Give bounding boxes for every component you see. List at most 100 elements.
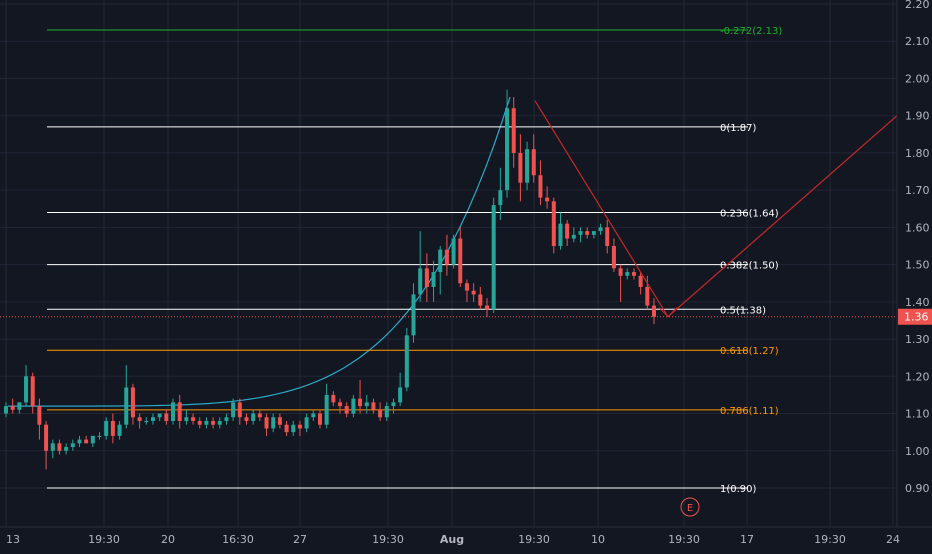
candle-body	[297, 424, 302, 429]
candle-body	[391, 402, 396, 407]
time-tick-label: 24	[886, 533, 900, 546]
candle-body	[424, 268, 429, 287]
candle-body	[291, 424, 296, 433]
fib-level-label: 0.236(1.64)	[720, 208, 779, 219]
time-tick-label: 27	[293, 533, 307, 546]
marker-layer[interactable]: E	[680, 497, 700, 517]
candle-body	[358, 398, 363, 407]
candle-body	[97, 435, 102, 437]
candle-body	[491, 205, 496, 310]
time-axis[interactable]: 13 19:30 20 16:30 27 19:30 Aug 19:30 10 19:30 17 19…	[6, 533, 900, 546]
candle-body	[251, 413, 256, 421]
time-tick-label: 10	[591, 533, 605, 546]
time-tick-label: 13	[6, 533, 20, 546]
candle-body	[384, 406, 389, 418]
candle-body	[598, 227, 603, 232]
price-axis[interactable]: 0.90 1.00 1.10 1.20 1.30 1.40 1.50 1.60 1.70 1.80…	[905, 0, 930, 495]
candle-body	[618, 268, 623, 276]
candle-body	[10, 406, 15, 410]
candle-body	[150, 417, 155, 421]
candle-body	[418, 268, 423, 295]
candle-body	[545, 197, 550, 202]
candle-body	[558, 223, 563, 246]
candle-body	[444, 249, 449, 265]
candle-body	[124, 387, 129, 425]
candle-body	[70, 443, 75, 448]
candle-body	[364, 402, 369, 407]
candle-body	[90, 435, 95, 444]
candle-body	[631, 272, 636, 276]
current-price-tag	[898, 308, 932, 325]
candle-body	[4, 406, 8, 414]
candle-body	[50, 443, 55, 451]
candle-body	[224, 417, 229, 421]
candle-body	[324, 394, 329, 425]
candle-body	[117, 424, 122, 436]
candle-body	[484, 305, 489, 310]
candle-body	[331, 394, 336, 403]
candle-body	[371, 402, 376, 410]
candle-body	[611, 246, 616, 269]
candle-body	[625, 272, 630, 276]
candle-body	[338, 402, 343, 407]
fib-level-label: 1(0.90)	[720, 484, 757, 495]
candle-body	[284, 424, 289, 433]
candle-body	[304, 417, 309, 429]
candle-body	[137, 417, 142, 421]
candle-body	[204, 420, 209, 425]
candle-body	[591, 231, 596, 235]
fib-level-label: 0(1.87)	[720, 123, 757, 134]
candle-body	[237, 402, 242, 418]
time-tick-label: 20	[161, 533, 175, 546]
time-tick-label: 19:30	[814, 533, 846, 546]
price-tick-label: 1.20	[905, 370, 930, 383]
fib-level-label: 0.382(1.50)	[720, 261, 779, 272]
price-tick-label: 1.40	[905, 296, 930, 309]
fib-layer[interactable]: -0.272(2.13) 0(1.87) 0.236(1.64) 0.382(1.50…	[47, 26, 782, 495]
time-tick-label: 19:30	[372, 533, 404, 546]
candle-body	[177, 402, 182, 421]
candle-body	[511, 108, 516, 153]
candle-body	[411, 294, 416, 336]
price-tick-label: 1.30	[905, 333, 930, 346]
candle-body	[110, 420, 115, 436]
candle-body	[144, 420, 149, 422]
time-tick-label: 19:30	[668, 533, 700, 546]
candle-body	[464, 283, 469, 291]
candle-body	[378, 409, 383, 418]
candle-body	[17, 402, 22, 410]
grid-layer	[0, 0, 897, 527]
candle-body	[652, 305, 656, 317]
candle-body	[191, 417, 196, 421]
candle-body	[44, 424, 49, 451]
candle-body	[525, 149, 530, 183]
candle-body	[277, 417, 282, 425]
candle-body	[351, 398, 356, 414]
candle-body	[438, 249, 443, 273]
fib-level-label: 0.618(1.27)	[720, 346, 779, 357]
candle-body	[64, 447, 69, 451]
candle-body	[30, 376, 35, 407]
candle-body	[404, 335, 409, 388]
earnings-marker-icon[interactable]	[680, 497, 700, 517]
candle-body	[605, 227, 610, 246]
price-tick-label: 1.00	[905, 445, 930, 458]
candle-body	[478, 294, 483, 306]
candle-body	[57, 443, 62, 451]
price-tick-label: 2.10	[905, 35, 930, 48]
candle-body	[157, 413, 162, 418]
candle-body	[638, 275, 643, 287]
candle-body	[471, 290, 476, 295]
candle-body	[344, 406, 349, 414]
candle-body	[451, 238, 456, 265]
candle-body	[585, 231, 590, 235]
trend-layer[interactable]	[534, 100, 898, 318]
price-tick-label: 0.90	[905, 482, 930, 495]
candle-body	[184, 417, 189, 421]
price-tick-label: 1.50	[905, 259, 930, 272]
price-tick-label: 1.90	[905, 110, 930, 123]
candle-body	[171, 402, 176, 421]
